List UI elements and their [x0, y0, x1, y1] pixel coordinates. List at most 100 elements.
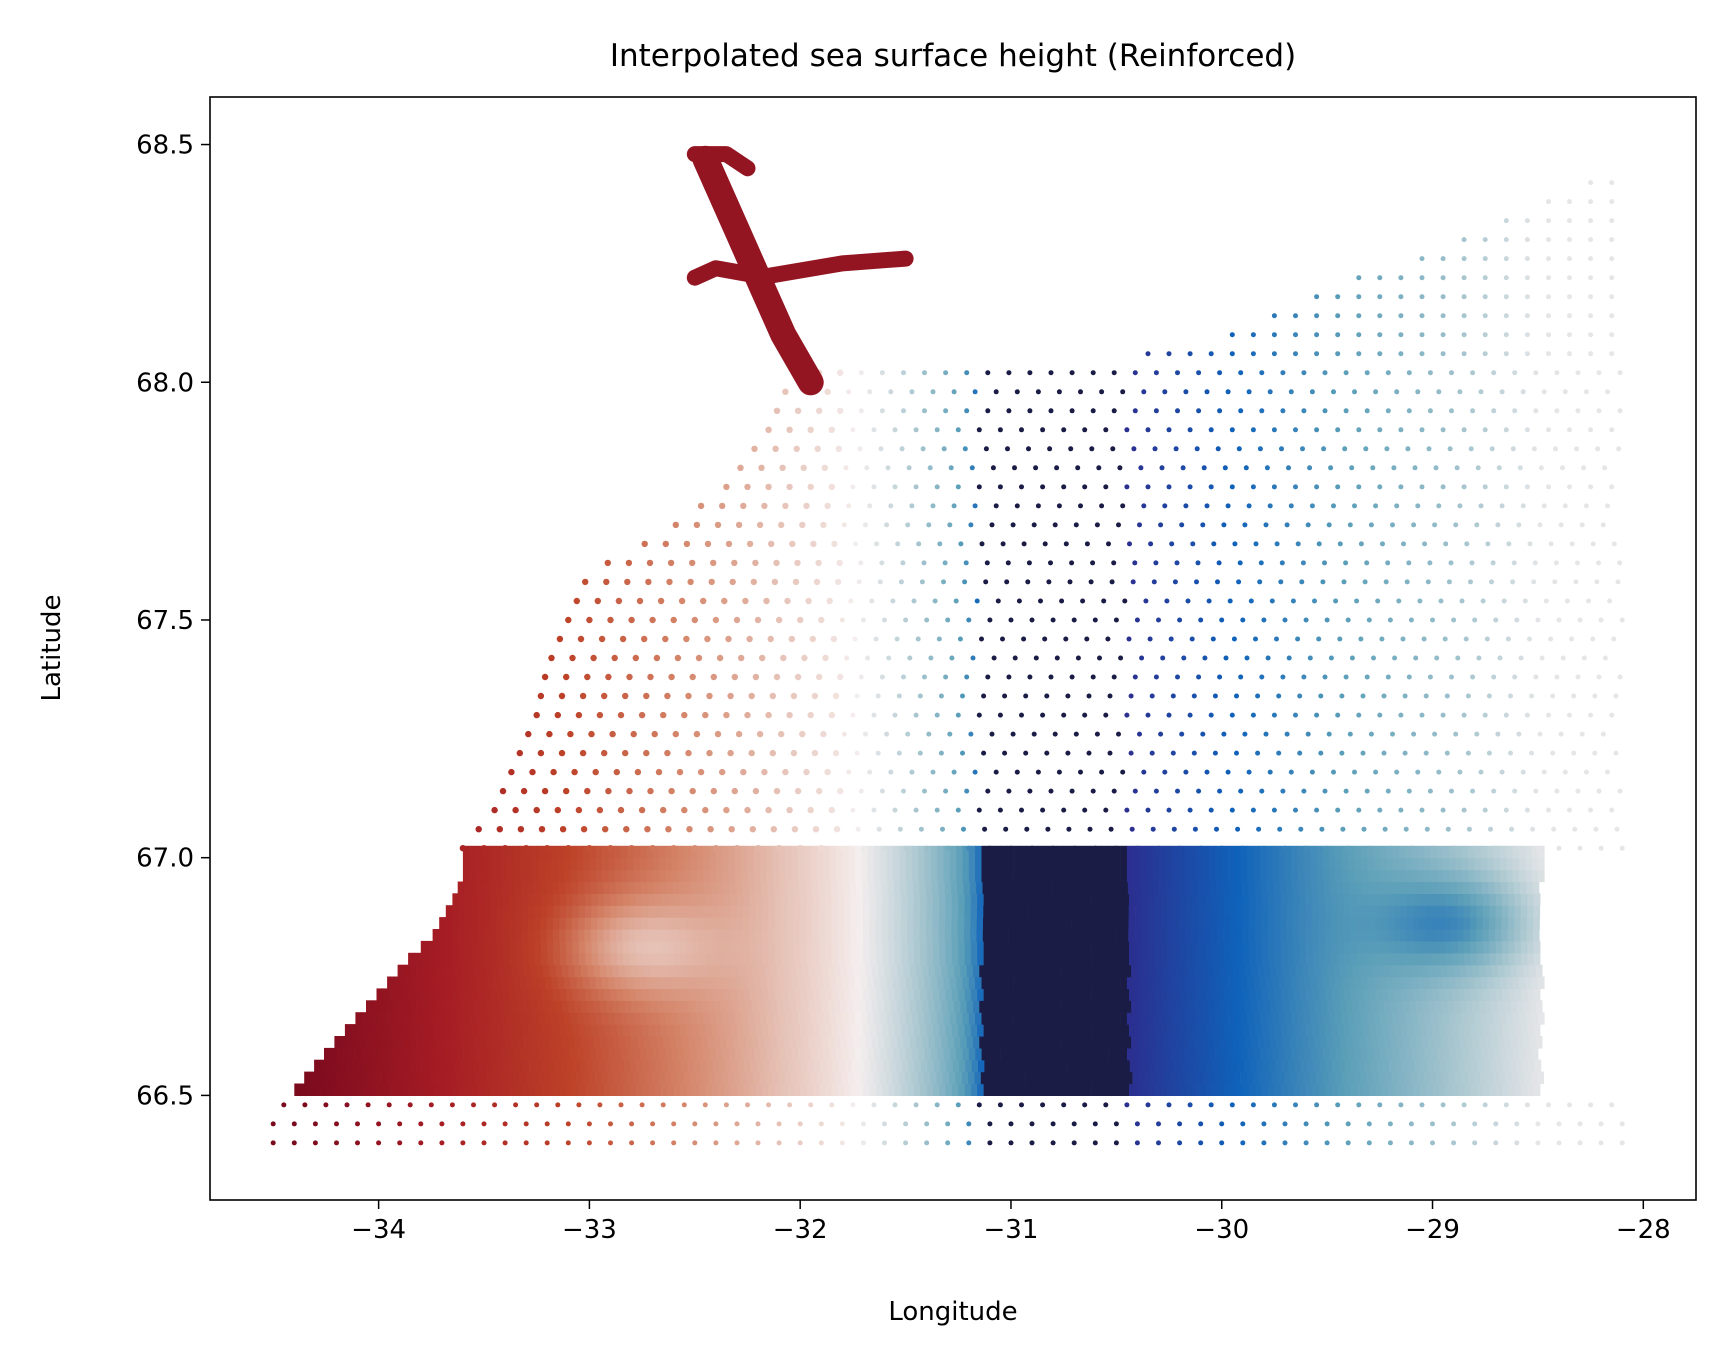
interpolated-cell — [1072, 952, 1079, 966]
grid-point — [765, 483, 772, 491]
interpolated-cell — [484, 893, 491, 906]
interpolated-cell — [1097, 1024, 1105, 1037]
interpolated-cell — [1156, 1000, 1164, 1013]
interpolated-cell — [895, 1024, 902, 1037]
interpolated-cell — [1232, 1000, 1239, 1013]
grid-point — [799, 730, 806, 738]
interpolated-cell — [747, 1047, 755, 1061]
interpolated-cell — [859, 964, 866, 978]
interpolated-cell — [390, 1059, 397, 1073]
interpolated-cell — [825, 940, 833, 954]
interpolated-cell — [928, 1036, 936, 1049]
grid-point — [746, 635, 753, 643]
interpolated-cell — [507, 845, 514, 859]
interpolated-cell — [937, 1047, 944, 1061]
interpolated-cell — [890, 1036, 898, 1049]
interpolated-cell — [1344, 1059, 1352, 1073]
interpolated-cell — [1305, 929, 1312, 942]
interpolated-cell — [1015, 1024, 1022, 1037]
interpolated-cell — [1267, 905, 1275, 918]
interpolated-cell — [957, 929, 965, 942]
grid-point — [565, 1140, 571, 1146]
interpolated-cell — [1259, 1012, 1267, 1025]
interpolated-cell — [691, 881, 699, 894]
grid-point — [676, 768, 684, 776]
interpolated-cell — [810, 976, 818, 989]
interpolated-cell — [1215, 869, 1223, 883]
interpolated-cell — [604, 1083, 611, 1096]
interpolated-cell — [1299, 893, 1307, 906]
interpolated-cell — [893, 1047, 900, 1061]
interpolated-cell — [755, 893, 763, 906]
interpolated-cell — [412, 1047, 420, 1061]
interpolated-cell — [1023, 1036, 1031, 1049]
interpolated-cell — [1367, 857, 1374, 871]
interpolated-cell — [739, 1036, 746, 1049]
interpolated-cell — [1394, 893, 1402, 906]
interpolated-cell — [344, 1024, 352, 1037]
interpolated-cell — [861, 845, 868, 859]
interpolated-cell — [1042, 1036, 1050, 1049]
interpolated-cell — [996, 940, 1003, 954]
interpolated-cell — [1451, 905, 1458, 918]
interpolated-cell — [926, 1083, 934, 1096]
interpolated-cell — [566, 905, 573, 918]
interpolated-cell — [1521, 1059, 1529, 1073]
interpolated-cell — [804, 869, 812, 883]
grid-point — [1113, 845, 1119, 851]
interpolated-cell — [781, 893, 788, 906]
interpolated-cell — [1346, 964, 1353, 978]
interpolated-cell — [791, 976, 799, 989]
interpolated-cell — [601, 1071, 609, 1085]
grid-point — [1486, 750, 1492, 756]
interpolated-cell — [1209, 857, 1216, 871]
grid-point — [761, 768, 768, 776]
grid-point — [924, 845, 930, 851]
interpolated-cell — [494, 976, 502, 989]
interpolated-cell — [1219, 1036, 1227, 1049]
interpolated-cell — [886, 1047, 894, 1061]
interpolated-cell — [1019, 1012, 1027, 1025]
grid-point — [1132, 560, 1138, 566]
grid-point — [1556, 1121, 1562, 1127]
interpolated-cell — [1426, 1024, 1433, 1037]
interpolated-cell — [642, 1059, 650, 1073]
interpolated-cell — [1115, 929, 1123, 942]
interpolated-cell — [882, 893, 890, 906]
interpolated-cell — [1133, 845, 1140, 859]
interpolated-cell — [1046, 929, 1053, 942]
interpolated-cell — [1210, 881, 1217, 894]
grid-point — [632, 654, 639, 662]
interpolated-cell — [1537, 869, 1545, 883]
grid-point — [592, 768, 599, 776]
grid-point — [832, 692, 840, 700]
interpolated-cell — [431, 1012, 438, 1025]
grid-point — [871, 484, 877, 490]
interpolated-cell — [1443, 845, 1450, 859]
interpolated-cell — [1179, 917, 1186, 930]
interpolated-cell — [568, 1000, 575, 1013]
interpolated-cell — [666, 917, 674, 930]
interpolated-cell — [1531, 869, 1539, 883]
interpolated-cell — [627, 869, 634, 883]
grid-point — [915, 636, 921, 642]
interpolated-cell — [716, 881, 724, 894]
grid-point — [1082, 712, 1088, 718]
interpolated-cell — [496, 988, 504, 1001]
interpolated-cell — [844, 905, 851, 918]
interpolated-cell — [886, 976, 894, 989]
interpolated-cell — [831, 917, 838, 930]
interpolated-cell — [747, 869, 755, 883]
grid-point — [1553, 560, 1559, 566]
interpolated-cell — [715, 976, 723, 989]
interpolated-cell — [1109, 929, 1116, 942]
interpolated-cell — [540, 929, 547, 942]
interpolated-cell — [1270, 964, 1277, 978]
interpolated-cell — [437, 1071, 444, 1085]
interpolated-cell — [1179, 940, 1187, 954]
grid-point — [1558, 522, 1564, 528]
interpolated-cell — [583, 869, 590, 883]
interpolated-cell — [684, 857, 691, 871]
interpolated-cell — [868, 881, 876, 894]
interpolated-cell — [1347, 1071, 1355, 1085]
